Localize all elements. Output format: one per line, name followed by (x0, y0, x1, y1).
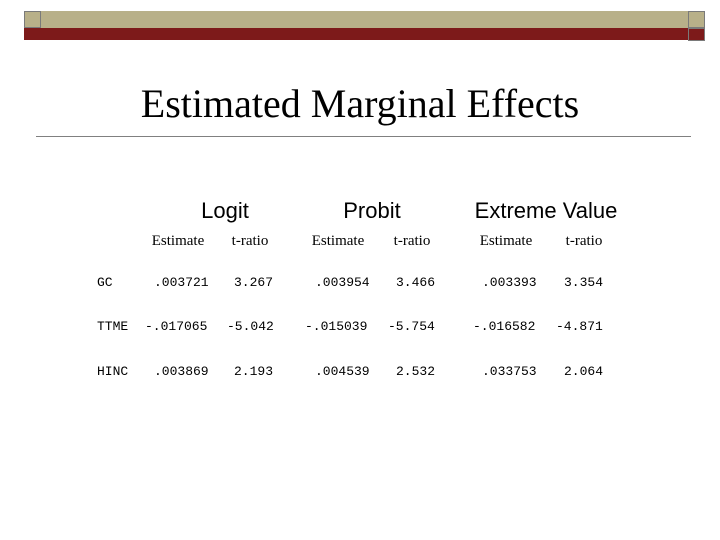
table-cell: -5.042 (227, 319, 274, 334)
header-square-right-bottom (688, 28, 705, 41)
table-cell: 3.466 (396, 275, 436, 290)
table-cell: .003393 (482, 275, 537, 290)
subheader-logit-tratio: t-ratio (231, 233, 269, 249)
table-cell: .003869 (154, 364, 209, 379)
table-cell: 3.267 (234, 275, 274, 290)
header-bar-bottom (24, 28, 704, 40)
table-cell: -.017065 (145, 319, 208, 334)
row-label-ttme: TTME (97, 319, 129, 334)
table-cell: -.015039 (305, 319, 368, 334)
table-cell: 3.354 (564, 275, 604, 290)
row-label-gc: GC (97, 275, 113, 290)
model-header-logit: Logit (201, 198, 249, 223)
table-cell: 2.532 (396, 364, 436, 379)
model-header-extreme-value: Extreme Value (474, 198, 618, 223)
table-cell: -5.754 (388, 319, 435, 334)
table-cell: .003954 (315, 275, 370, 290)
header-square-right (688, 11, 705, 28)
header-bar-top (24, 11, 704, 28)
table-cell: 2.064 (564, 364, 604, 379)
model-header-probit: Probit (343, 198, 401, 223)
subheader-probit-tratio: t-ratio (393, 233, 431, 249)
table-cell: .033753 (482, 364, 537, 379)
table-cell: -.016582 (473, 319, 536, 334)
table-cell: -4.871 (556, 319, 603, 334)
subheader-probit-estimate: Estimate (311, 233, 365, 249)
table-cell: 2.193 (234, 364, 274, 379)
subheader-logit-estimate: Estimate (151, 233, 205, 249)
table-cell: .003721 (154, 275, 209, 290)
title-divider (36, 136, 691, 137)
subheader-ev-estimate: Estimate (479, 233, 533, 249)
table-cell: .004539 (315, 364, 370, 379)
header-square-left (24, 11, 41, 28)
slide-title: Estimated Marginal Effects (140, 81, 580, 126)
row-label-hinc: HINC (97, 364, 129, 379)
subheader-ev-tratio: t-ratio (565, 233, 603, 249)
